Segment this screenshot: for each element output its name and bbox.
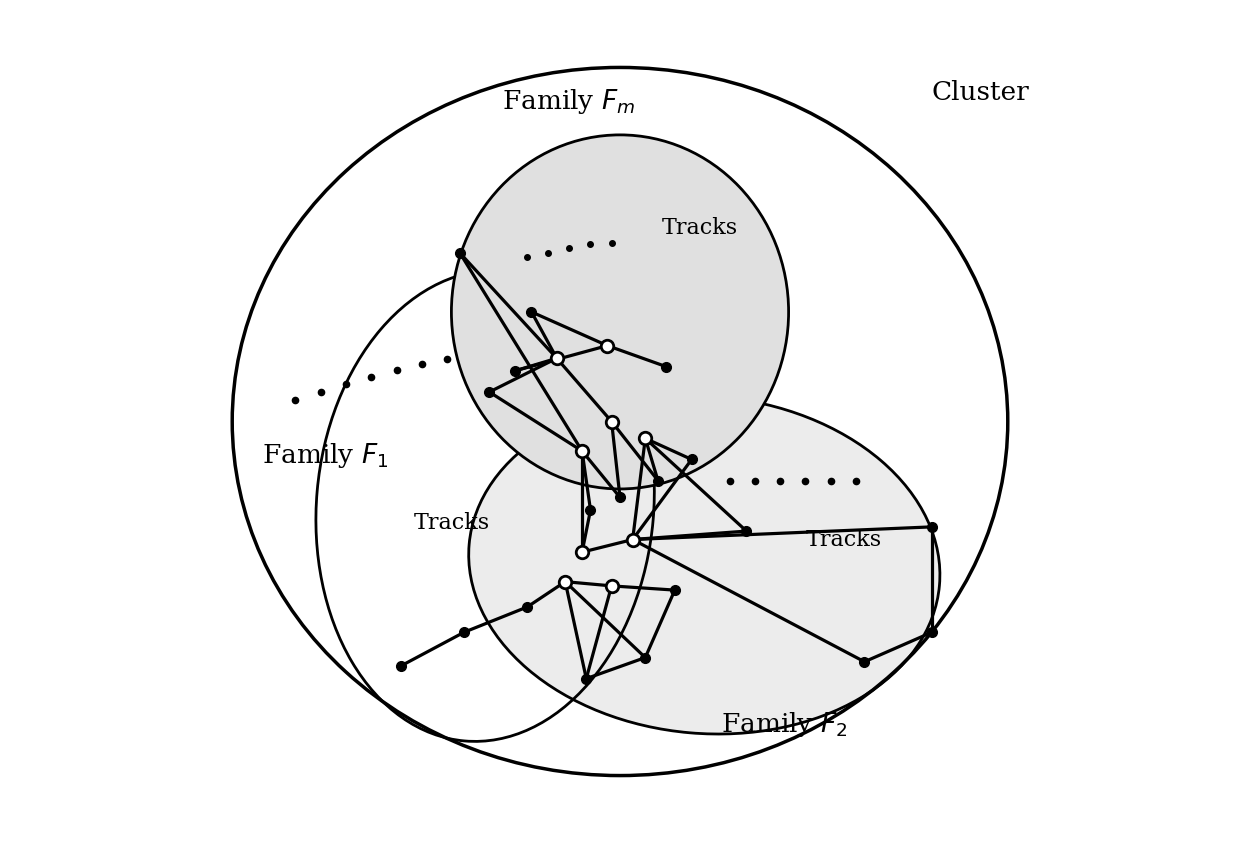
Text: Family $F_m$: Family $F_m$ bbox=[502, 87, 635, 115]
Ellipse shape bbox=[469, 395, 940, 734]
Text: Cluster: Cluster bbox=[932, 80, 1029, 105]
Ellipse shape bbox=[451, 135, 789, 489]
Text: Tracks: Tracks bbox=[662, 217, 738, 239]
Text: Family $F_1$: Family $F_1$ bbox=[262, 441, 388, 470]
Text: Tracks: Tracks bbox=[806, 529, 882, 550]
Text: Family $F_2$: Family $F_2$ bbox=[722, 711, 847, 739]
Text: Tracks: Tracks bbox=[413, 512, 490, 534]
